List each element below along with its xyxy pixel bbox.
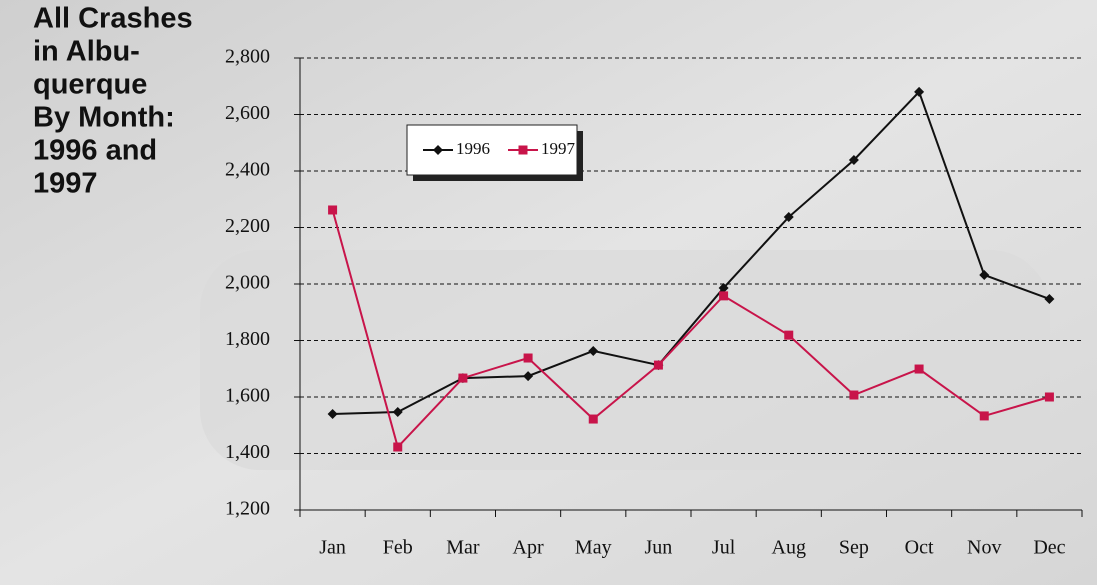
point	[458, 373, 468, 383]
point	[979, 411, 989, 421]
point	[719, 291, 729, 301]
x-tick-label: Jun	[645, 537, 673, 559]
point	[588, 345, 599, 356]
y-tick-label: 2,800	[225, 46, 270, 68]
title-line: querque	[33, 69, 147, 101]
x-tick-label: Apr	[513, 537, 544, 559]
x-tick-label: Oct	[905, 537, 934, 559]
y-tick-label: 1,200	[225, 498, 270, 520]
y-tick-label: 2,600	[225, 102, 270, 124]
title-line: 1997	[33, 168, 98, 200]
x-tick-label: Aug	[772, 537, 806, 559]
y-tick-label: 2,400	[225, 159, 270, 181]
point	[979, 269, 990, 280]
legend-marker	[518, 145, 528, 155]
y-tick-label: 2,200	[225, 215, 270, 237]
point	[784, 330, 794, 340]
point	[849, 390, 859, 400]
point	[523, 353, 533, 363]
point	[783, 212, 794, 223]
legend-entries: 1996 1997	[423, 139, 576, 158]
legend-marker	[433, 145, 443, 155]
x-tick-label: Mar	[446, 537, 480, 559]
plot: 1,200 1,400 1,600 1,800 2,000 2,200 2,400 2,600…	[225, 46, 1083, 559]
y-tick-label: 1,400	[225, 441, 270, 463]
point	[848, 154, 859, 165]
x-tick-label: Dec	[1033, 537, 1065, 559]
point	[1044, 392, 1054, 402]
point	[914, 364, 924, 374]
title-line: By Month:	[33, 102, 175, 134]
point	[588, 414, 598, 424]
point	[328, 205, 338, 215]
point	[392, 406, 403, 417]
series-line	[332, 90, 1050, 415]
y-tick-label: 1,800	[225, 328, 270, 350]
title-line: 1996 and	[33, 135, 157, 167]
title-line: in Albu-	[33, 36, 140, 68]
legend-label: 1997	[541, 139, 576, 158]
point	[1044, 293, 1055, 304]
legend-label: 1996	[456, 139, 490, 158]
x-tick-label: May	[575, 537, 612, 559]
x-tick-label: Jan	[319, 537, 346, 559]
x-tick-label: Nov	[967, 537, 1001, 559]
x-tick-label: Jul	[712, 537, 736, 559]
y-tick-label: 2,000	[225, 272, 270, 294]
point	[523, 371, 534, 382]
y-tick-label: 1,600	[225, 385, 270, 407]
point	[653, 360, 663, 370]
point	[327, 408, 338, 419]
background-photo	[200, 250, 1050, 470]
point	[718, 282, 729, 293]
series-line	[331, 209, 1050, 449]
point	[393, 442, 403, 452]
x-tick-label: Feb	[383, 537, 413, 559]
point	[914, 86, 925, 97]
title-line: All Crashes	[33, 3, 193, 35]
x-tick-label: Sep	[839, 537, 869, 559]
